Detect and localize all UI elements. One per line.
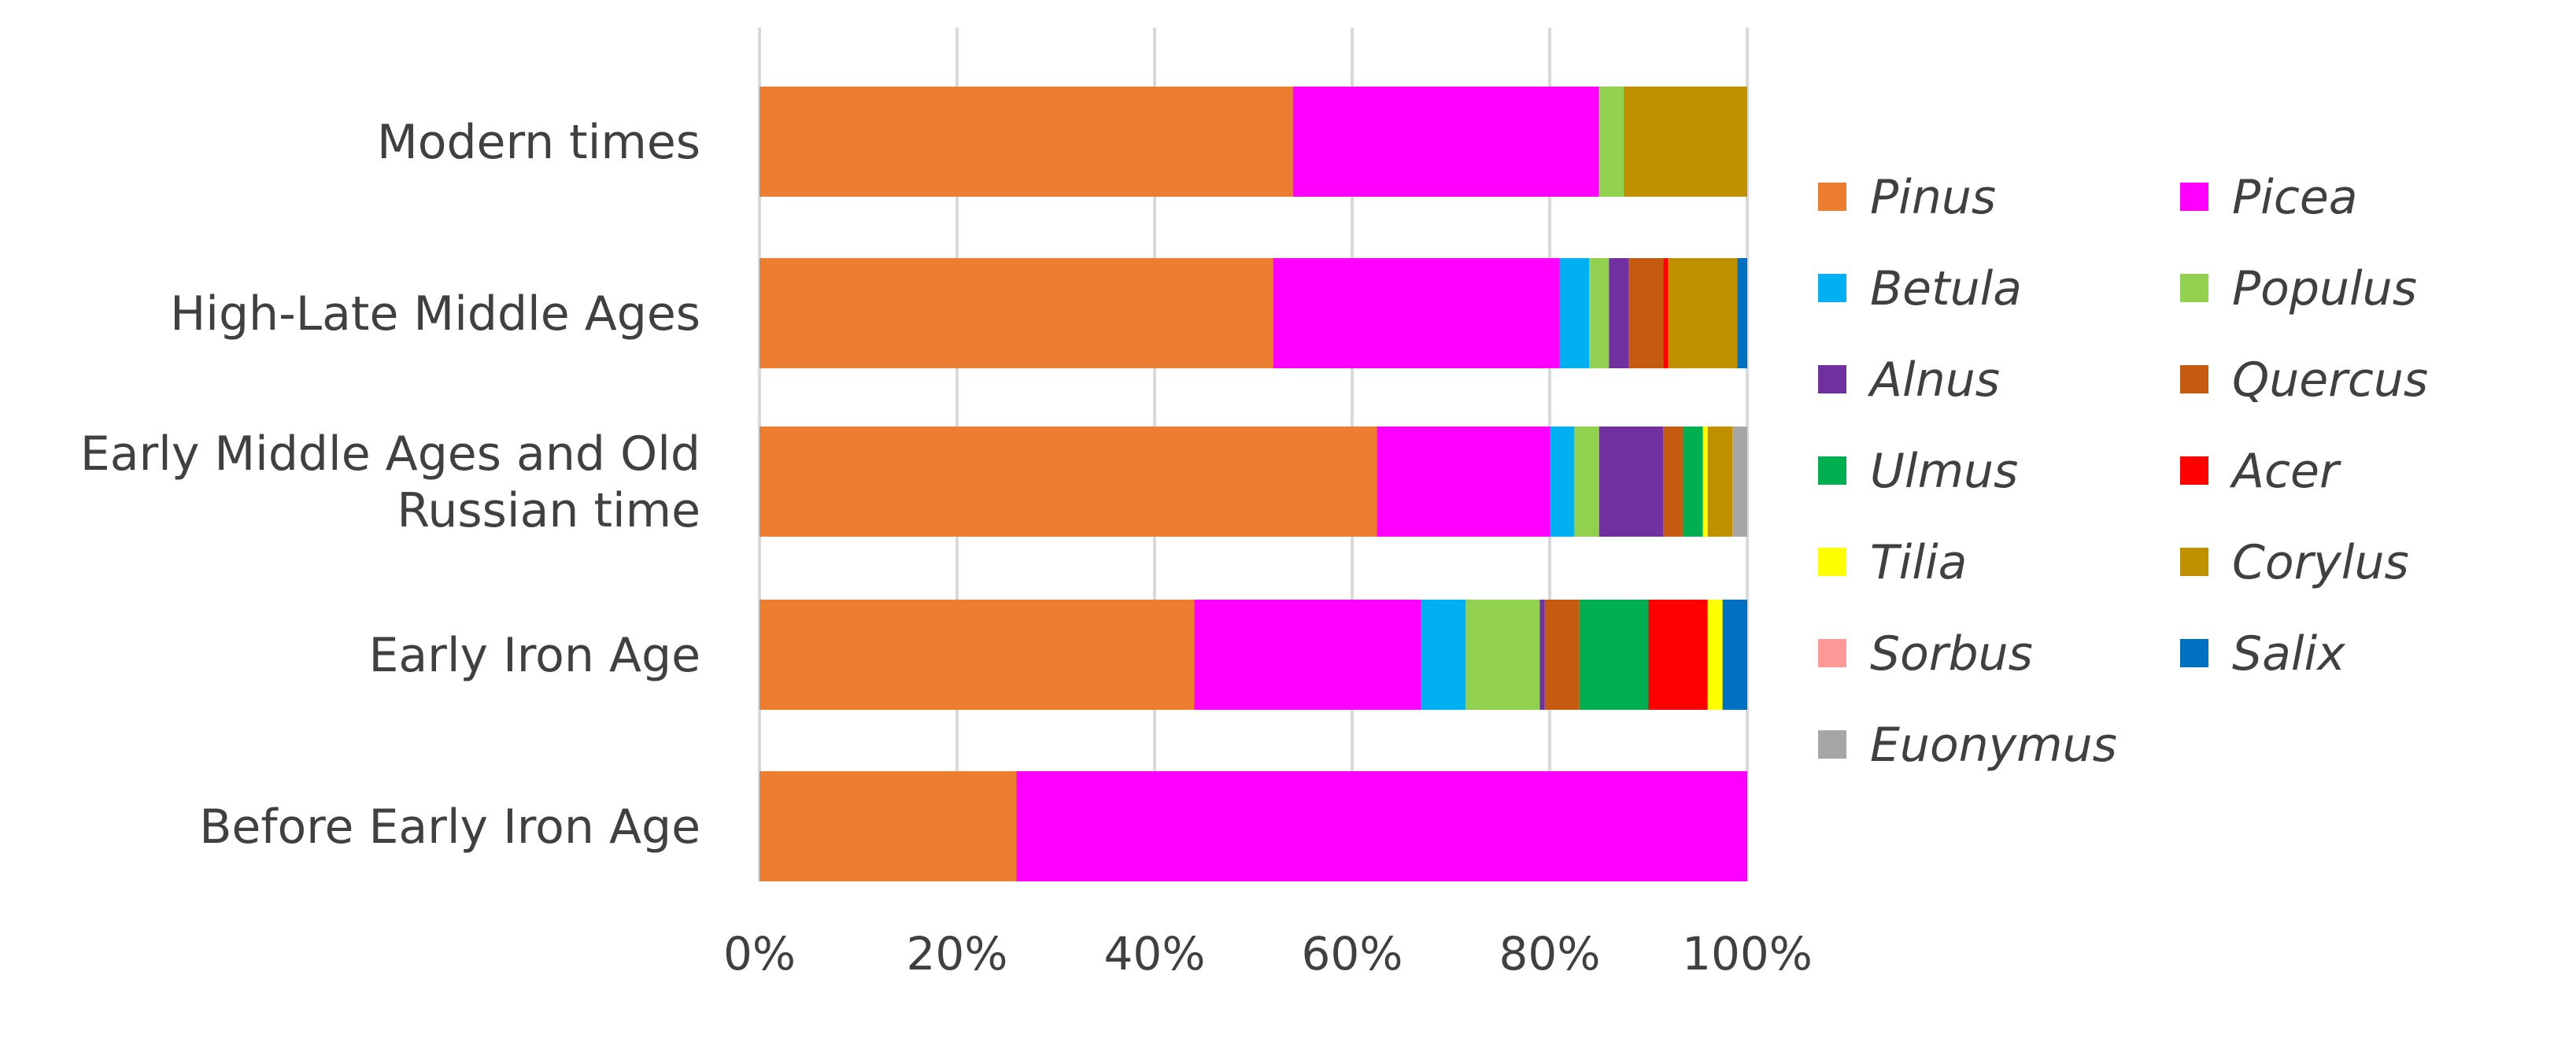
bar-segment xyxy=(1579,600,1649,710)
x-tick-label: 0% xyxy=(723,927,796,981)
bar-segment xyxy=(759,87,1293,197)
legend-label: Pinus xyxy=(1870,170,1996,225)
legend-swatch xyxy=(2180,548,2208,576)
legend-label: Alnus xyxy=(1867,353,2000,408)
bar-segment xyxy=(1550,427,1575,537)
bars xyxy=(759,87,1747,881)
legend-swatch xyxy=(2180,639,2208,667)
bar-segment xyxy=(1702,427,1708,537)
category-label: Modern times xyxy=(377,115,700,170)
bar-segment xyxy=(1273,258,1560,368)
bar-segment xyxy=(1377,427,1550,537)
bar-segment xyxy=(1663,427,1683,537)
legend-swatch xyxy=(2180,456,2208,485)
legend-label: Euonymus xyxy=(1870,718,2117,773)
legend-swatch xyxy=(2180,183,2208,211)
legend-label: Betula xyxy=(1870,261,2022,316)
legend-swatch xyxy=(1818,548,1846,576)
bar-segment xyxy=(759,771,1017,881)
legend-label: Tilia xyxy=(1870,535,1967,590)
bar-segment xyxy=(1732,427,1747,537)
legend-swatch xyxy=(2180,274,2208,302)
x-tick-label: 100% xyxy=(1682,927,1813,981)
legend-label: Quercus xyxy=(2232,353,2428,408)
bar-segment xyxy=(1624,87,1747,197)
bar-segment xyxy=(1707,427,1733,537)
bar-segment xyxy=(1628,258,1664,368)
bar-segment xyxy=(1539,600,1545,710)
category-labels: Modern times High-Late Middle Ages Early M… xyxy=(80,115,700,855)
bar-segment xyxy=(1016,771,1747,881)
legend: Pinus Picea Betula Populus Alnus Quercus Ulmus… xyxy=(1818,170,2428,773)
bar-segment xyxy=(1544,600,1580,710)
legend-label: Ulmus xyxy=(1870,444,2018,499)
legend-label: Salix xyxy=(2232,626,2345,681)
legend-swatch xyxy=(2180,365,2208,393)
bar-segment xyxy=(1663,258,1669,368)
bar-segment xyxy=(1737,258,1747,368)
legend-swatch xyxy=(1818,730,1846,759)
bar-segment xyxy=(1421,600,1466,710)
x-tick-label: 20% xyxy=(907,927,1008,981)
x-axis-tick-labels: 0% 20% 40% 60% 80% 100% xyxy=(723,927,1813,981)
bar-segment xyxy=(1722,600,1747,710)
bar-segment xyxy=(759,600,1195,710)
x-tick-label: 60% xyxy=(1302,927,1403,981)
category-label: Before Early Iron Age xyxy=(199,800,700,855)
legend-label: Picea xyxy=(2232,170,2358,225)
bar-segment xyxy=(759,427,1377,537)
bar-segment xyxy=(1683,427,1703,537)
legend-swatch xyxy=(1818,365,1846,393)
bar-segment xyxy=(1598,427,1664,537)
category-label: Early Middle Ages and Old xyxy=(80,427,700,482)
bar-segment xyxy=(1598,87,1624,197)
category-label: High-Late Middle Ages xyxy=(170,286,700,342)
bar-segment xyxy=(759,258,1273,368)
bar-segment xyxy=(1589,258,1610,368)
bar-segment xyxy=(1648,600,1708,710)
legend-swatch xyxy=(1818,274,1846,302)
bar-segment xyxy=(1559,258,1590,368)
bar-segment xyxy=(1574,427,1599,537)
bar-segment xyxy=(1465,600,1540,710)
legend-swatch xyxy=(1818,456,1846,485)
legend-label: Corylus xyxy=(2232,535,2409,590)
x-tick-label: 40% xyxy=(1104,927,1206,981)
bar-segment xyxy=(1707,600,1723,710)
bar-segment xyxy=(1609,258,1629,368)
legend-label: Acer xyxy=(2229,444,2341,499)
legend-swatch xyxy=(1818,183,1846,211)
x-tick-label: 80% xyxy=(1499,927,1601,981)
legend-swatch xyxy=(1818,639,1846,667)
category-label: Early Iron Age xyxy=(369,628,701,683)
bar-segment xyxy=(1194,600,1421,710)
legend-label: Populus xyxy=(2232,261,2417,316)
legend-label: Sorbus xyxy=(1870,626,2033,681)
category-label: Russian time xyxy=(397,483,700,538)
bar-segment xyxy=(1292,87,1599,197)
bar-segment xyxy=(1668,258,1738,368)
